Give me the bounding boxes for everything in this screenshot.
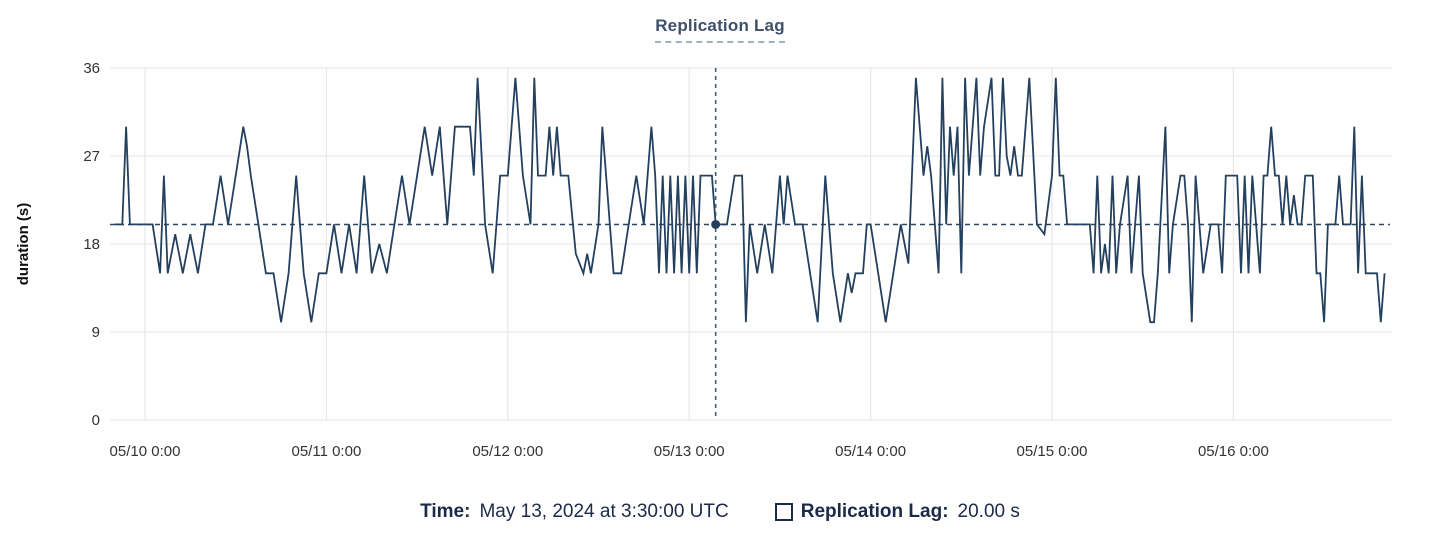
- x-tick-label: 05/14 0:00: [835, 443, 906, 460]
- y-axis-title: duration (s): [15, 203, 32, 286]
- y-tick-label: 36: [83, 60, 100, 77]
- x-tick-label: 05/16 0:00: [1198, 443, 1269, 460]
- chart-title[interactable]: Replication Lag: [655, 16, 785, 43]
- replication-lag-legend-checkbox-icon[interactable]: [774, 503, 793, 521]
- hovered-point-marker[interactable]: [711, 219, 721, 229]
- x-tick-label: 05/13 0:00: [654, 443, 725, 460]
- tooltip-time-value: May 13, 2024 at 3:30:00 UTC: [479, 501, 729, 522]
- x-tick-label: 05/15 0:00: [1017, 443, 1088, 460]
- tooltip-row: Time: May 13, 2024 at 3:30:00 UTC Replic…: [0, 501, 1440, 523]
- series-layer: [114, 68, 1386, 420]
- replication-lag-line[interactable]: [114, 77, 1386, 324]
- y-tick-label: 27: [83, 148, 100, 165]
- tooltip-series-label[interactable]: Replication Lag:: [800, 501, 949, 522]
- y-tick-label: 9: [92, 324, 100, 341]
- grid-layer: [110, 67, 1392, 421]
- chart-title-wrap: Replication Lag: [0, 16, 1440, 43]
- y-tick-label: 18: [83, 236, 100, 253]
- tooltip-time-label: Time:: [420, 501, 471, 522]
- tooltip-series-value: 20.00 s: [957, 501, 1020, 522]
- x-tick-label: 05/10 0:00: [110, 443, 181, 460]
- y-tick-label: 0: [92, 412, 100, 429]
- x-tick-label: 05/11 0:00: [292, 443, 362, 460]
- axis-layer: 0 9 18 27 36 05/10 0:00 05/11 0:00 05/12 0:00 05…: [83, 60, 1269, 460]
- x-tick-label: 05/12 0:00: [472, 443, 543, 460]
